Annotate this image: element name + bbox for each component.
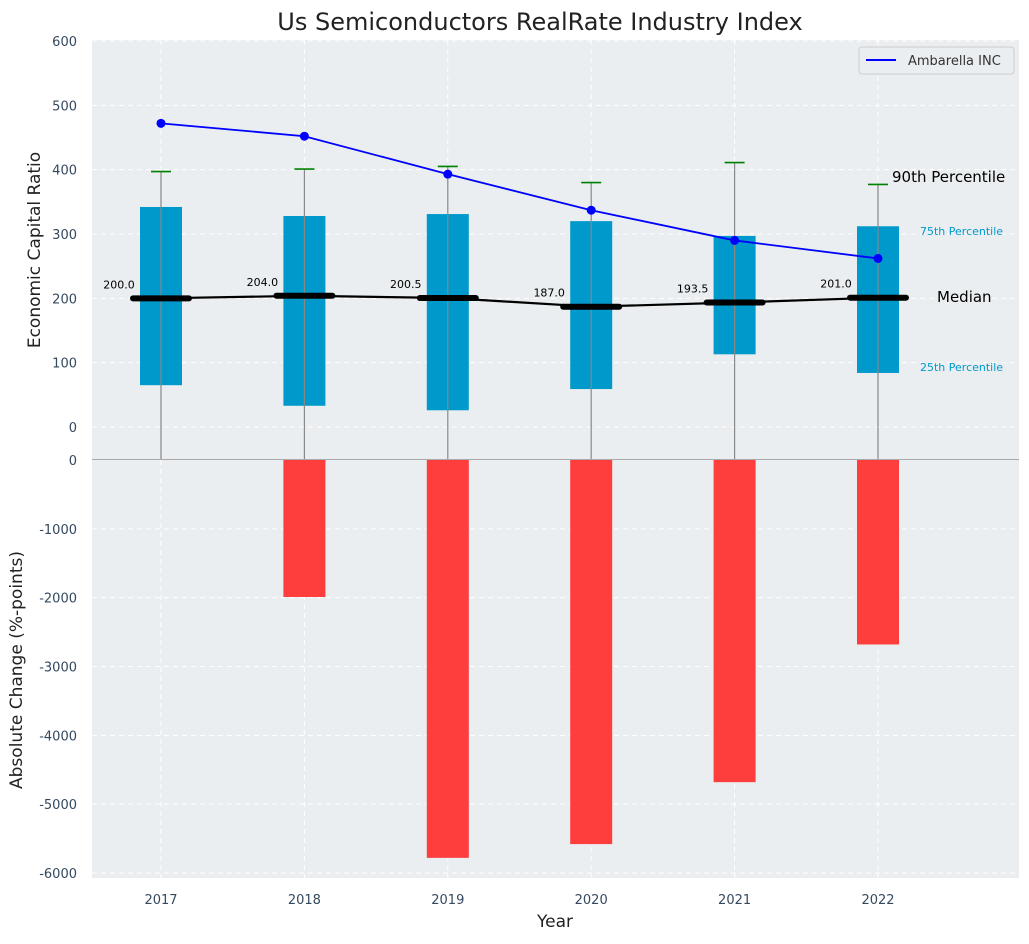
company-series [156, 118, 883, 263]
top-y-tick-label: 400 [52, 164, 77, 179]
legend-label: Ambarella INC [908, 54, 1001, 69]
x-tick-label: 2022 [861, 893, 894, 908]
company-point [156, 118, 166, 128]
median-series: 200.0 204.0 200.5 187.0 193.5 201.0 [103, 276, 909, 310]
median-value-label: 200.5 [390, 278, 422, 291]
company-point [730, 235, 740, 245]
median-value-label: 204.0 [247, 276, 279, 289]
top-y-tick-label: 600 [52, 35, 77, 50]
company-point [299, 131, 309, 141]
bottom-y-tick-label: -6000 [39, 867, 77, 882]
x-tick-label: 2019 [431, 893, 464, 908]
top-y-tick-label: 100 [52, 357, 77, 372]
absolute-change-bars [283, 460, 899, 858]
company-point [443, 169, 453, 179]
bottom-y-tick-label: -3000 [39, 661, 77, 676]
bottom-y-tick-label: -2000 [39, 592, 77, 607]
absolute-change-bar [713, 460, 756, 783]
x-ticks: 2017 2018 2019 2020 2021 2022 [144, 893, 894, 908]
top-y-tick-label: 500 [52, 99, 77, 114]
top-y-tick-label: 300 [52, 228, 77, 243]
x-tick-label: 2020 [575, 893, 608, 908]
company-line [160, 122, 879, 260]
top-y-axis-title: Economic Capital Ratio [25, 152, 45, 348]
bottom-y-tick-label: -1000 [39, 523, 77, 538]
x-tick-label: 2018 [288, 893, 321, 908]
absolute-change-bar [857, 460, 899, 645]
top-y-tick-label: 200 [52, 292, 77, 307]
company-point [873, 253, 883, 263]
absolute-change-bar [570, 460, 613, 845]
chart-title: Us Semiconductors RealRate Industry Inde… [277, 8, 802, 36]
annotation-25th-percentile: 25th Percentile [920, 361, 1003, 374]
median-value-label: 201.0 [820, 278, 852, 291]
bottom-y-ticks: -6000 -5000 -4000 -3000 -2000 -1000 0 [39, 454, 77, 882]
company-point [586, 205, 596, 215]
bottom-y-tick-label: -5000 [39, 798, 77, 813]
annotation-median: Median [937, 288, 992, 306]
x-axis-title: Year [536, 912, 573, 932]
top-y-ticks: 0 100 200 300 400 500 600 [52, 35, 77, 436]
bottom-y-tick-label: 0 [69, 454, 77, 469]
x-tick-label: 2017 [144, 893, 177, 908]
top-y-tick-label: 0 [69, 421, 77, 436]
median-value-label: 200.0 [103, 278, 135, 291]
absolute-change-bar [426, 460, 469, 858]
legend: Ambarella INC [858, 46, 1015, 75]
legend-box [858, 46, 1015, 75]
bottom-y-axis-title: Absolute Change (%-points) [7, 551, 27, 789]
median-value-label: 187.0 [533, 287, 565, 300]
median-value-label: 193.5 [677, 283, 709, 296]
whiskers [151, 161, 888, 459]
absolute-change-bar [283, 460, 326, 597]
annotation-90th-percentile: 90th Percentile [892, 168, 1005, 186]
x-tick-label: 2021 [718, 893, 751, 908]
annotation-75th-percentile: 75th Percentile [920, 225, 1003, 238]
bottom-y-tick-label: -4000 [39, 729, 77, 744]
